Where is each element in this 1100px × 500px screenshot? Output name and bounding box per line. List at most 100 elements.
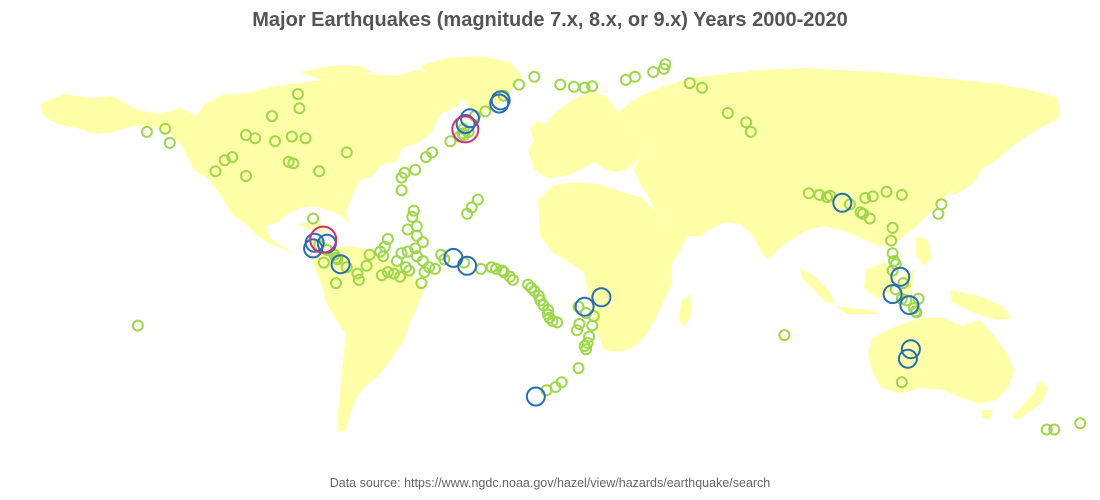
earthquake-marker-mag-7 <box>418 266 431 279</box>
earthquake-marker-mag-7 <box>140 125 153 138</box>
earthquake-marker-mag-7 <box>218 154 231 167</box>
earthquake-marker-mag-7 <box>659 58 672 71</box>
earthquake-marker-mag-7 <box>525 281 538 294</box>
earthquake-marker-mag-7 <box>360 259 373 272</box>
earthquake-marker-mag-7 <box>159 122 172 135</box>
earthquake-marker-mag-7 <box>330 277 342 290</box>
earthquake-marker-mag-7 <box>886 264 899 277</box>
earthquake-marker-mag-7 <box>131 319 144 332</box>
earthquake-marker-mag-7 <box>317 256 330 269</box>
earthquake-marker-mag-7 <box>863 212 876 225</box>
earthquake-marker-mag-7 <box>285 130 298 143</box>
earthquake-marker-mag-7 <box>721 107 734 119</box>
earthquake-marker-mag-7 <box>522 278 535 291</box>
earthquake-marker-mag-7 <box>895 188 908 201</box>
earthquake-marker-mag-7 <box>163 136 176 149</box>
earthquake-marker-mag-7 <box>291 88 304 101</box>
earthquake-marker-mag-9 <box>309 225 338 254</box>
earthquake-marker-mag-8 <box>303 238 324 259</box>
earthquake-marker-mag-7 <box>391 255 403 267</box>
earthquake-marker-mag-8 <box>882 284 903 305</box>
earthquake-marker-mag-7 <box>886 221 899 234</box>
earthquake-marker-mag-7 <box>490 262 503 275</box>
earthquake-marker-mag-8 <box>591 287 612 308</box>
earthquake-marker-mag-9 <box>451 115 480 144</box>
earthquake-marker-mag-7 <box>554 78 567 91</box>
earthquake-marker-mag-7 <box>628 70 641 83</box>
land-tasmania <box>982 410 992 420</box>
land-caribbean <box>296 222 334 232</box>
earthquake-marker-mag-7 <box>299 132 312 145</box>
earthquake-marker-mag-8 <box>900 339 921 360</box>
earthquake-marker-mag-7 <box>381 233 394 245</box>
earthquake-marker-mag-7 <box>910 306 923 319</box>
earthquake-marker-mag-7 <box>496 264 509 277</box>
earthquake-marker-mag-7 <box>375 269 388 282</box>
earthquake-marker-mag-7 <box>398 166 411 179</box>
earthquake-marker-mag-7 <box>330 251 342 264</box>
earthquake-marker-mag-7 <box>683 77 696 90</box>
earthquake-marker-mag-7 <box>573 318 586 330</box>
earthquake-marker-mag-7 <box>581 336 594 349</box>
earthquake-marker-mag-7 <box>897 277 910 290</box>
earthquake-marker-mag-7 <box>895 376 908 389</box>
earthquake-marker-mag-7 <box>415 277 428 290</box>
earthquake-marker-mag-7 <box>377 250 390 263</box>
earthquake-marker-mag-7 <box>403 264 416 277</box>
earthquake-marker-mag-7 <box>293 102 306 115</box>
earthquake-marker-mag-7 <box>696 81 708 94</box>
earthquake-marker-mag-7 <box>340 146 353 159</box>
earthquake-marker-mag-7 <box>880 185 893 198</box>
earthquake-marker-mag-7 <box>935 198 948 211</box>
earthquake-marker-mag-7 <box>381 266 394 279</box>
earthquake-marker-mag-7 <box>932 207 945 220</box>
earthquake-marker-mag-7 <box>471 193 484 206</box>
earthquake-marker-mag-7 <box>410 229 423 242</box>
earthquake-marker-mag-7 <box>209 165 222 178</box>
earthquake-marker-mag-7 <box>352 273 365 286</box>
earthquake-marker-mag-7 <box>567 80 580 93</box>
earthquake-marker-mag-7 <box>886 247 899 260</box>
land-greenland <box>420 56 522 116</box>
earthquake-marker-mag-8 <box>443 247 464 268</box>
earthquake-marker-mag-7 <box>586 80 599 93</box>
earthquake-marker-mag-7 <box>542 303 554 316</box>
land-asia <box>618 68 1060 260</box>
earthquake-marker-mag-7 <box>461 207 474 220</box>
earthquake-marker-mag-7 <box>824 189 837 202</box>
earthquake-marker-mag-7 <box>401 223 414 236</box>
earthquake-marker-mag-7 <box>429 262 442 275</box>
land-philippines <box>916 236 932 266</box>
earthquake-marker-mag-7 <box>226 151 239 164</box>
earthquake-marker-mag-8 <box>890 266 911 287</box>
land-new-zealand <box>1012 380 1048 420</box>
earthquake-marker-mag-7 <box>578 340 591 353</box>
earthquake-marker-mag-7 <box>647 66 660 78</box>
earthquake-marker-mag-7 <box>340 261 353 274</box>
earthquake-marker-mag-7 <box>240 170 252 182</box>
earthquake-marker-mag-8 <box>525 386 546 407</box>
earthquake-marker-mag-8 <box>899 295 920 316</box>
earthquake-marker-mag-8 <box>574 296 595 317</box>
earthquake-marker-mag-7 <box>426 146 439 159</box>
earthquake-marker-mag-7 <box>474 262 487 275</box>
earthquake-marker-mag-7 <box>740 116 753 129</box>
earthquake-marker-mag-7 <box>503 270 516 283</box>
earthquake-marker-mag-8 <box>455 114 476 134</box>
data-source-caption: Data source: https://www.ngdc.noaa.gov/h… <box>329 476 771 490</box>
earthquake-marker-mag-7 <box>744 125 757 138</box>
earthquake-marker-mag-7 <box>416 236 429 249</box>
land-africa <box>538 182 688 352</box>
earthquake-marker-mag-7 <box>406 210 419 223</box>
earthquake-marker-mag-7 <box>1040 423 1053 436</box>
land-uk <box>530 120 546 142</box>
earthquake-marker-mag-7 <box>240 129 252 141</box>
earthquake-marker-mag-7 <box>444 135 457 148</box>
earthquake-marker-mag-8 <box>897 348 918 369</box>
earthquake-marker-mag-7 <box>506 273 519 286</box>
earthquake-marker-mag-7 <box>407 204 420 217</box>
land-south-america <box>312 246 424 432</box>
earthquake-marker-mag-7 <box>571 324 583 337</box>
earthquake-marker-mag-7 <box>586 319 599 332</box>
earthquake-marker-mag-7 <box>395 184 408 197</box>
